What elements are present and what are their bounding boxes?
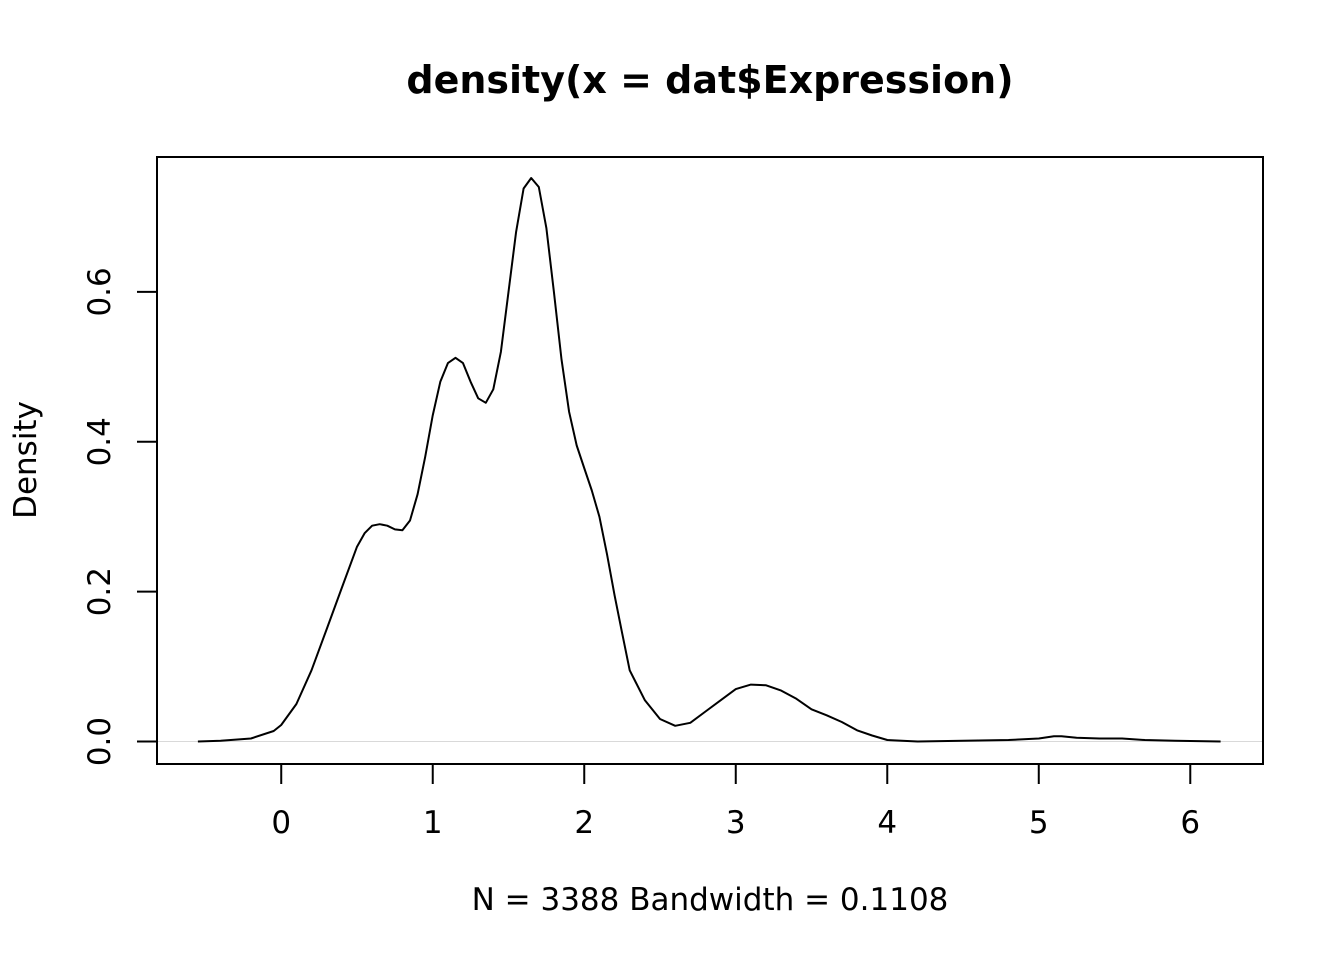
x-tick-label: 0 [271,805,291,841]
x-tick-label: 6 [1180,805,1200,841]
y-tick-label: 0.2 [82,567,118,616]
x-tick-label: 3 [726,805,746,841]
density-curve [197,177,1221,743]
x-tick-label: 1 [423,805,443,841]
x-tick-label: 5 [1029,805,1049,841]
x-tick-label: 2 [574,805,594,841]
curve-layer [197,177,1221,743]
x-tick-label: 4 [877,805,897,841]
y-tick-label: 0.4 [82,417,118,466]
y-axis: 0.0 0.2 0.4 0.6 [82,267,158,766]
y-tick-label: 0.0 [82,717,118,766]
y-tick-label: 0.6 [82,267,118,316]
plot-frame [156,156,1264,765]
x-axis: 0 1 2 3 4 5 6 [271,763,1200,841]
chart-title: density(x = dat$Expression) [406,58,1013,102]
y-axis-label: Density [8,401,44,519]
x-axis-label: N = 3388 Bandwidth = 0.1108 [472,882,949,918]
